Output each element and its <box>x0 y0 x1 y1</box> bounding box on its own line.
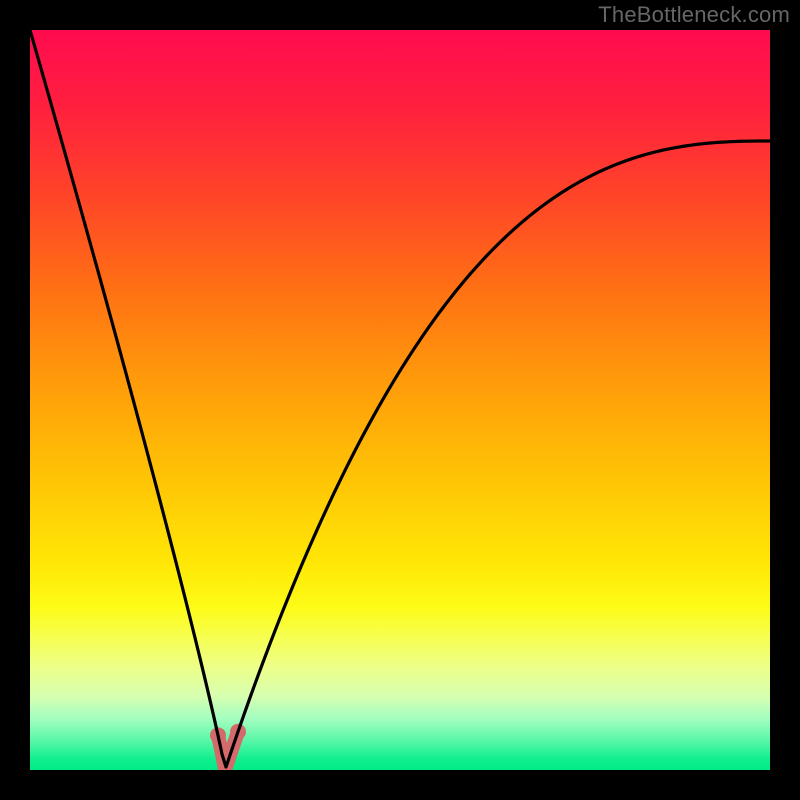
watermark-text: TheBottleneck.com <box>598 2 790 28</box>
plot-area <box>30 30 770 770</box>
canvas-root: TheBottleneck.com <box>0 0 800 800</box>
gradient-background <box>30 30 770 770</box>
